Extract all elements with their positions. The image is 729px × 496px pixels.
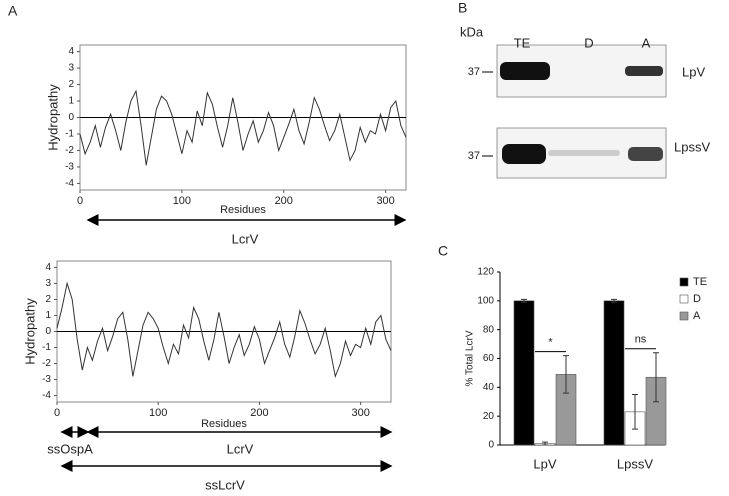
y-axis-label: % Total LcrV (465, 330, 476, 386)
y-tick-label: 3 (68, 63, 74, 74)
y-tick-label: 4 (45, 262, 51, 273)
x-tick-label: 100 (173, 195, 191, 207)
span-label: LcrV (232, 231, 259, 246)
y-tick-label: 0 (488, 440, 494, 451)
significance-label: ns (635, 334, 647, 346)
band (500, 62, 550, 80)
panel-letter: A (8, 3, 18, 19)
x-axis-label: Residues (201, 418, 247, 430)
band (628, 147, 663, 161)
panel-letter: C (438, 243, 448, 259)
hydropathy-line (79, 89, 407, 166)
band (625, 66, 663, 76)
span-label: ssOspA (47, 441, 93, 456)
error-bar (653, 352, 659, 403)
error-bar (563, 355, 569, 394)
bar (603, 300, 625, 446)
bar (513, 300, 535, 446)
y-tick-label: -1 (65, 129, 74, 140)
legend-label: D (693, 293, 701, 305)
band (548, 150, 620, 156)
error-bar (611, 298, 617, 303)
blot-row-label: LpssV (674, 139, 710, 154)
legend-label: TE (693, 276, 707, 288)
y-tick-label: 20 (483, 411, 495, 422)
y-axis-label: Hydropathy (22, 298, 37, 365)
y-tick-label: 2 (68, 79, 74, 90)
lane-label: A (642, 35, 651, 50)
x-tick-label: 0 (54, 407, 60, 419)
y-tick-label: 2 (45, 294, 51, 305)
y-tick-label: 40 (483, 382, 495, 393)
y-tick-label: -3 (65, 162, 74, 173)
y-tick-label: 1 (68, 96, 74, 107)
error-bar (521, 298, 527, 303)
marker-label: 37 (468, 150, 480, 162)
y-tick-label: 80 (483, 324, 495, 335)
legend-swatch (679, 277, 689, 287)
blot-row-label: LpV (682, 64, 705, 79)
y-tick-label: 120 (477, 267, 494, 278)
error-bar (542, 441, 548, 446)
y-tick-label: -2 (65, 145, 74, 156)
x-axis-label: Residues (220, 204, 266, 216)
y-tick-label: -1 (42, 342, 51, 353)
y-tick-label: -2 (42, 358, 51, 369)
y-tick-label: 3 (45, 278, 51, 289)
y-tick-label: 0 (68, 112, 74, 123)
band (502, 144, 546, 164)
y-tick-label: 60 (483, 353, 495, 364)
span-label: ssLcrV (205, 477, 245, 492)
legend-label: A (693, 310, 701, 322)
x-tick-label: 300 (351, 407, 369, 419)
x-tick-label: 300 (376, 195, 394, 207)
significance-label: * (548, 337, 553, 349)
x-tick-label: 200 (275, 195, 293, 207)
y-tick-label: 1 (45, 310, 51, 321)
span-label: LcrV (227, 441, 254, 456)
lane-label: D (584, 35, 593, 50)
legend-swatch (679, 311, 689, 321)
y-axis-label: Hydropathy (45, 84, 60, 151)
y-tick-label: 100 (477, 295, 494, 306)
hydropathy-line (56, 281, 392, 379)
x-tick-label: LpssV (617, 456, 653, 471)
y-tick-label: -3 (42, 374, 51, 385)
blot-unit: kDa (460, 24, 484, 39)
panel-letter: B (458, 0, 467, 16)
x-tick-label: 200 (250, 407, 268, 419)
x-tick-label: LpV (533, 456, 556, 471)
y-tick-label: -4 (65, 178, 74, 189)
y-tick-label: 0 (45, 326, 51, 337)
lane-label: TE (514, 35, 531, 50)
y-tick-label: -4 (42, 390, 51, 401)
x-tick-label: 100 (149, 407, 167, 419)
marker-label: 37 (468, 66, 480, 78)
y-tick-label: 4 (68, 46, 74, 57)
blot: kDa TE D A 37 37 LpV LpssV (460, 24, 710, 179)
x-tick-label: 0 (77, 195, 83, 207)
legend-swatch (679, 294, 689, 304)
error-bar (632, 394, 638, 430)
